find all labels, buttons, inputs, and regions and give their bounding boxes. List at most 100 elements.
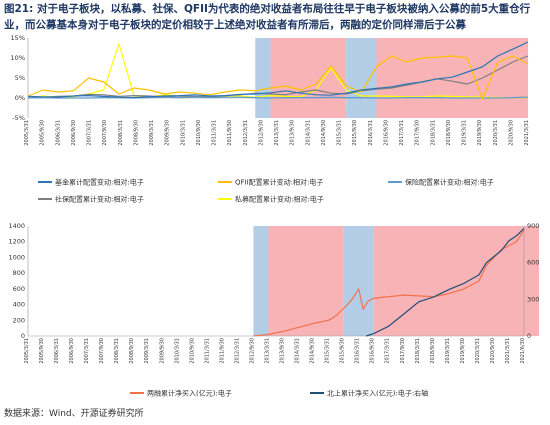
x-tick-label: 2010/9/30 (189, 338, 195, 364)
x-tick-label: 2016/3/31 (355, 338, 361, 364)
x-tick-label: 2017/9/30 (400, 338, 406, 364)
x-tick-label: 2007/9/30 (102, 120, 108, 146)
y-left-tick-label: 200 (13, 316, 25, 324)
x-tick-label: 2008/9/30 (129, 338, 135, 364)
y-left-tick-label: 0 (21, 332, 25, 340)
series-line-private (27, 43, 528, 99)
x-tick-label: 2016/3/31 (368, 120, 374, 146)
x-tick-label: 2013/9/30 (280, 338, 286, 364)
x-tick-label: 2008/3/31 (114, 338, 120, 364)
bottom-legend: 两融累计净买入(亿元):电子 北上累计净买入(亿元):电子:右轴 (130, 389, 428, 398)
x-tick-label: 2010/3/31 (174, 338, 180, 364)
band-blue-0 (253, 226, 269, 336)
band-red-1 (270, 38, 347, 118)
top-x-ticks: 2005/3/31 2005/9/30 2006/3/31 2006/9/30 2007… (24, 120, 530, 146)
x-tick-label: 2008/3/31 (118, 120, 124, 146)
y-left-tick-label: 400 (13, 301, 25, 309)
x-tick-label: 2020/3/31 (475, 338, 481, 364)
series-line-qfii (27, 55, 529, 100)
x-tick-label: 2010/9/30 (196, 120, 202, 146)
x-tick-label: 2014/3/31 (305, 120, 311, 146)
x-tick-label: 2020/9/30 (508, 120, 514, 146)
x-tick-label: 2010/3/31 (180, 120, 186, 146)
x-tick-label: 2012/9/30 (249, 338, 255, 364)
caption-text: 对于电子板块，以私募、社保、QFII为代表的绝对收益者布局往往早于电子板块被纳入… (4, 3, 531, 31)
x-tick-label: 2018/3/31 (415, 338, 421, 364)
y-right-tick-label: 900 (527, 222, 539, 230)
series-line-margin (253, 229, 525, 337)
x-tick-label: 2013/3/31 (264, 338, 270, 364)
data-source: 数据来源：Wind、开源证券研究所 (4, 409, 144, 419)
x-tick-label: 2013/3/31 (274, 120, 280, 146)
x-tick-label: 2005/9/30 (40, 120, 46, 146)
x-tick-label: 2011/9/30 (227, 120, 233, 146)
series-line-northbound (366, 227, 525, 337)
y-tick-label: 5% (15, 74, 25, 82)
x-tick-label: 2006/9/30 (71, 120, 77, 146)
x-tick-label: 2014/3/31 (295, 338, 301, 364)
series-line-social (27, 55, 529, 99)
y-right-tick-label: 300 (527, 295, 539, 303)
series-line-insurance (27, 96, 529, 99)
x-tick-label: 2011/9/30 (219, 338, 225, 364)
y-right-tick-label: 600 (527, 259, 539, 267)
legend-label-private: 私募配置累计变动:相对:电子 (235, 195, 324, 204)
x-tick-label: 2021/3/31 (505, 338, 511, 364)
x-tick-label: 2007/9/30 (99, 338, 105, 364)
legend-label-qfii: QFII配置累计变动:相对:电子 (235, 178, 323, 187)
x-tick-label: 2021/6/30 (520, 338, 526, 364)
x-tick-label: 2018/9/30 (430, 338, 436, 364)
x-tick-label: 2009/3/31 (149, 120, 155, 146)
x-tick-label: 2016/9/30 (383, 120, 389, 146)
x-tick-label: 2008/9/30 (133, 120, 139, 146)
x-tick-label: 2005/9/30 (39, 338, 45, 364)
figure-label: 图21: (4, 3, 34, 15)
x-tick-label: 2014/9/30 (310, 338, 316, 364)
top-bands (255, 38, 528, 118)
bottom-lines (253, 227, 525, 337)
x-tick-label: 2021/3/31 (524, 120, 530, 146)
x-tick-label: 2019/3/31 (445, 338, 451, 364)
x-tick-label: 2011/3/31 (204, 338, 210, 364)
y-left-tick-label: 1200 (8, 238, 25, 246)
bottom-bands (253, 226, 540, 336)
y-left-tick-label: 1400 (8, 222, 25, 230)
y-left-tick-label: 800 (13, 269, 25, 277)
x-tick-label: 2018/9/30 (446, 120, 452, 146)
top-chart: 15% 10% 5% 0% -5% 2005/3/31 2005/9/30 2006/3/3… (11, 34, 530, 204)
x-tick-label: 2020/9/30 (490, 338, 496, 364)
figure-caption: 图21: 对于电子板块，以私募、社保、QFII为代表的绝对收益者布局往往早于电子… (4, 2, 546, 33)
x-tick-label: 2015/3/31 (325, 338, 331, 364)
x-tick-label: 2016/9/30 (370, 338, 376, 364)
y-left-tick-label: 600 (13, 285, 25, 293)
x-tick-label: 2006/3/31 (54, 338, 60, 364)
x-tick-label: 2009/9/30 (165, 120, 171, 146)
band-blue-2 (346, 38, 377, 118)
x-tick-label: 2011/3/31 (212, 120, 218, 146)
x-tick-label: 2012/3/31 (243, 120, 249, 146)
band-red-3 (376, 38, 528, 118)
x-tick-label: 2009/9/30 (159, 338, 165, 364)
x-tick-label: 2017/9/30 (415, 120, 421, 146)
x-tick-label: 2015/9/30 (352, 120, 358, 146)
x-tick-label: 2007/3/31 (84, 338, 90, 364)
x-tick-label: 2019/9/30 (477, 120, 483, 146)
x-tick-label: 2009/3/31 (144, 338, 150, 364)
legend-label-fund: 基金累计配置变动:相对:电子 (55, 178, 144, 187)
x-tick-label: 2020/3/31 (493, 120, 499, 146)
x-tick-label: 2007/3/31 (87, 120, 93, 146)
legend-label-margin: 两融累计净买入(亿元):电子 (147, 389, 232, 398)
y-right-tick-label: 0 (527, 332, 531, 340)
y-tick-label: -5% (12, 114, 25, 122)
y-left-tick-label: 1000 (8, 253, 25, 261)
legend-label-social: 社保配置累计变动:相对:电子 (55, 195, 144, 204)
series-line-fund (27, 41, 529, 99)
x-tick-label: 2015/3/31 (337, 120, 343, 146)
band-blue-2 (343, 226, 374, 336)
x-tick-label: 2017/3/31 (399, 120, 405, 146)
x-tick-label: 2018/3/31 (430, 120, 436, 146)
x-tick-label: 2006/9/30 (69, 338, 75, 364)
top-lines (27, 41, 529, 100)
bottom-y-ticks: 1400 1200 1000 800 600 400 200 0 900 600 300 0 (8, 222, 539, 340)
legend-label-insurance: 保险配置累计变动:相对:电子 (405, 178, 494, 187)
